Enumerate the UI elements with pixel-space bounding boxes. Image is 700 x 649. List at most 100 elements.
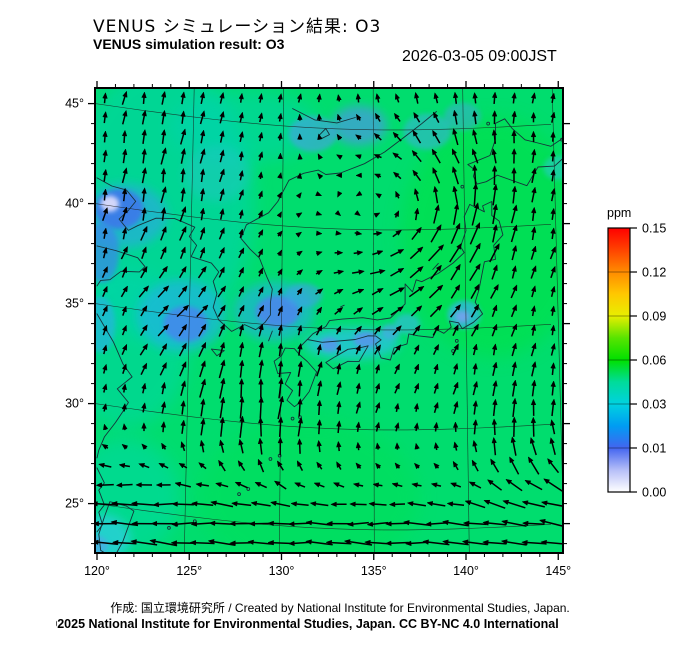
wind-vector <box>102 130 108 143</box>
wind-vector <box>511 379 518 397</box>
wind-vector <box>373 132 382 141</box>
wind-vector <box>218 359 226 379</box>
wind-vector <box>277 436 283 456</box>
parallel-line <box>95 203 552 231</box>
o3-soft-region <box>198 417 420 553</box>
wind-vector <box>178 285 188 298</box>
wind-vector <box>530 226 537 241</box>
wind-vectors <box>95 90 563 547</box>
wind-vector <box>160 167 167 183</box>
wind-vector <box>375 92 381 103</box>
wind-vector <box>388 501 406 508</box>
wind-vector <box>190 501 214 507</box>
o3-low-patch <box>100 195 120 212</box>
wind-vector <box>219 439 225 453</box>
wind-vector <box>550 380 556 396</box>
wind-vector <box>179 225 187 241</box>
wind-vector <box>413 111 421 123</box>
wind-vector <box>152 501 174 508</box>
wind-vector <box>102 383 108 393</box>
wind-vector <box>180 147 186 164</box>
wind-vector <box>354 210 361 217</box>
wind-vector <box>429 304 443 318</box>
wind-vector <box>238 359 245 378</box>
o3-low-patch <box>443 102 481 131</box>
wind-vector <box>354 230 363 236</box>
wind-vector <box>430 482 442 488</box>
timestamp-label: 2026-03-05 09:00JST <box>402 48 557 65</box>
wind-vector <box>394 442 400 450</box>
x-tick-label: 120° <box>84 564 110 578</box>
wind-vector <box>277 395 285 420</box>
wind-vector <box>511 91 517 104</box>
wind-vector <box>511 361 517 377</box>
wind-vector <box>451 148 460 164</box>
wind-vector <box>354 134 362 141</box>
wind-vector <box>150 520 176 527</box>
wind-vector <box>353 250 364 256</box>
wind-vector <box>510 204 518 224</box>
wind-vector <box>257 112 264 123</box>
wind-vector <box>218 341 225 358</box>
wind-vector <box>511 147 517 164</box>
wind-vector <box>491 128 498 144</box>
wind-vector <box>297 416 304 437</box>
wind-vector <box>218 266 225 278</box>
wind-vector <box>257 209 263 219</box>
wind-vector <box>141 443 148 450</box>
o3-low-patch <box>95 222 120 283</box>
wind-vector <box>531 148 537 164</box>
island-dot <box>167 526 171 530</box>
wind-vector <box>247 539 274 546</box>
o3-low-patch <box>381 323 400 340</box>
wind-vector <box>141 402 147 413</box>
coastline-path <box>273 347 318 408</box>
wind-vector <box>472 91 478 104</box>
wind-vector <box>374 382 381 394</box>
wind-vector <box>315 191 323 196</box>
wind-vector <box>178 342 187 357</box>
wind-vector <box>180 380 186 396</box>
wind-vector <box>238 150 244 161</box>
license-line-wrap: ©2025 National Institute for Environment… <box>56 615 601 633</box>
wind-vector <box>413 363 419 374</box>
wind-vector <box>160 185 167 204</box>
wind-vector <box>346 521 369 527</box>
wind-vector <box>121 109 128 125</box>
wind-vector <box>446 501 465 507</box>
wind-vector <box>141 382 147 394</box>
wind-vector <box>296 460 304 471</box>
wind-vector <box>200 417 206 436</box>
wind-vector <box>412 169 422 182</box>
wind-vector <box>141 148 147 164</box>
wind-vector <box>277 287 283 296</box>
wind-vector <box>411 482 422 488</box>
wind-vector <box>550 150 556 162</box>
wind-vector <box>511 244 518 261</box>
wind-vector <box>277 305 283 317</box>
wind-vector <box>491 165 498 186</box>
wind-vector <box>179 246 186 259</box>
x-tick-label: 135° <box>361 564 387 578</box>
wind-vector <box>389 287 406 297</box>
wind-vector <box>432 129 441 144</box>
wind-vector <box>239 395 245 419</box>
wind-vector <box>334 210 342 217</box>
wind-vector <box>160 206 167 221</box>
wind-vector <box>258 323 264 337</box>
wind-vector <box>121 324 127 336</box>
wind-vector <box>531 379 537 397</box>
wind-vector <box>510 304 517 318</box>
wind-vector <box>471 148 479 164</box>
colorbar-tick-label: 0.01 <box>642 441 666 455</box>
wind-vector <box>509 456 520 475</box>
wind-vector <box>219 187 225 202</box>
wind-vector <box>297 153 303 160</box>
wind-vector <box>441 539 469 546</box>
wind-vector <box>290 501 309 507</box>
o3-low-patch <box>288 115 337 152</box>
meridian-line <box>372 88 375 553</box>
y-tick-label: 25° <box>65 497 84 511</box>
wind-vector <box>355 382 361 394</box>
wind-vector <box>511 416 517 437</box>
